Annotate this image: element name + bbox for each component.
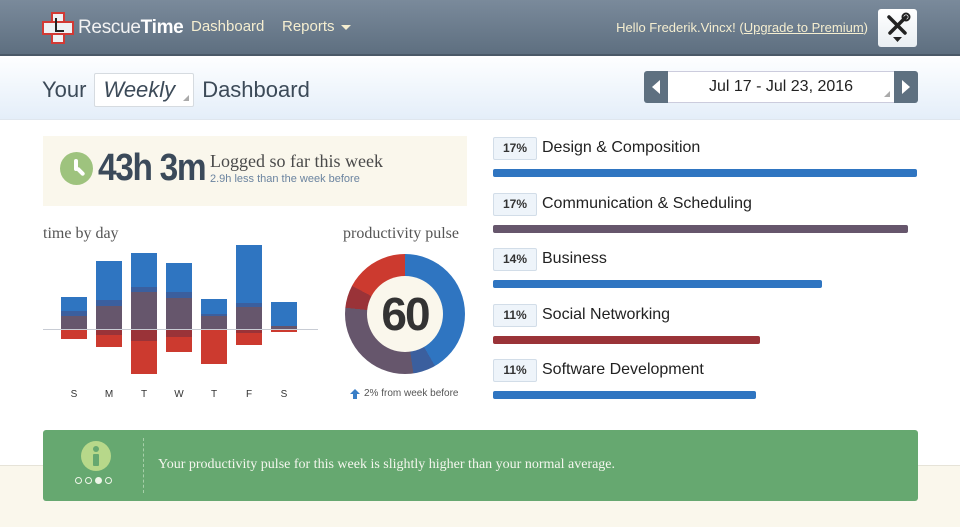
day-label: W: [174, 389, 184, 400]
arrow-up-icon: [350, 388, 360, 399]
day-label: T: [210, 389, 218, 400]
insight-banner: Your productivity pulse for this week is…: [43, 430, 918, 501]
insight-pager: [75, 477, 112, 484]
upgrade-premium-link[interactable]: Upgrade to Premium: [743, 20, 864, 35]
logged-label: Logged so far this week: [210, 151, 383, 171]
logged-time-card: 43h 3m Logged so far this week 2.9h less…: [43, 136, 467, 206]
wrench-screwdriver-icon: [887, 12, 911, 42]
date-range-select[interactable]: Jul 17 - Jul 23, 2016: [668, 71, 894, 103]
category-row[interactable]: 11% Social Networking: [493, 304, 923, 354]
category-row[interactable]: 14% Business: [493, 248, 923, 298]
productivity-pulse-donut[interactable]: 60: [345, 254, 465, 374]
category-name[interactable]: Design & Composition: [542, 139, 701, 156]
rescuetime-logo[interactable]: RescueTime: [42, 12, 184, 44]
next-week-button[interactable]: [894, 71, 918, 103]
day-label: M: [104, 389, 114, 400]
day-label: S: [70, 389, 78, 400]
logged-comparison: 2.9h less than the week before: [210, 173, 360, 185]
pager-dot-active[interactable]: [95, 477, 102, 484]
nav-reports[interactable]: Reports: [282, 18, 351, 35]
category-percent: 17%: [493, 137, 537, 160]
pager-dot[interactable]: [105, 477, 112, 484]
date-range-navigator: Jul 17 - Jul 23, 2016: [644, 71, 918, 103]
category-bar: [493, 280, 822, 288]
category-percent: 11%: [493, 304, 537, 327]
dashboard-subheader: Your Weekly Dashboard Jul 17 - Jul 23, 2…: [0, 58, 960, 120]
nav-dashboard[interactable]: Dashboard: [191, 18, 265, 35]
category-row[interactable]: 17% Design & Composition: [493, 137, 923, 187]
settings-tools-button[interactable]: [878, 9, 917, 47]
category-percent: 11%: [493, 359, 537, 382]
category-name[interactable]: Social Networking: [542, 306, 671, 323]
time-by-day-title: time by day: [43, 225, 119, 242]
day-label: S: [280, 389, 288, 400]
category-percent: 14%: [493, 248, 537, 271]
category-bar: [493, 225, 908, 233]
category-bar: [493, 169, 917, 177]
category-name[interactable]: Software Development: [542, 361, 704, 378]
period-select[interactable]: Weekly: [94, 73, 195, 107]
category-name[interactable]: Business: [542, 250, 607, 267]
category-row[interactable]: 17% Communication & Scheduling: [493, 193, 923, 243]
pulse-change: 2% from week before: [350, 388, 459, 399]
time-by-day-chart[interactable]: S M T W T F S: [43, 240, 318, 410]
divider: [143, 438, 144, 493]
chart-baseline: [43, 329, 318, 330]
user-greeting: Hello Frederik.Vincx! (Upgrade to Premiu…: [616, 20, 868, 35]
page-title: Your Weekly Dashboard: [42, 73, 310, 107]
previous-week-button[interactable]: [644, 71, 668, 103]
pager-dot[interactable]: [85, 477, 92, 484]
category-name[interactable]: Communication & Scheduling: [542, 195, 752, 212]
pager-dot[interactable]: [75, 477, 82, 484]
day-label: T: [140, 389, 148, 400]
arrow-right-icon: [902, 80, 910, 94]
logo-cross-clock-icon: [42, 12, 74, 44]
dropdown-corner-icon: [183, 95, 190, 101]
chevron-down-icon: [340, 24, 351, 30]
category-bar: [493, 336, 760, 344]
total-logged-time: 43h 3m: [98, 147, 207, 189]
dropdown-corner-icon: [884, 91, 890, 97]
clock-icon: [60, 152, 93, 185]
category-row[interactable]: 11% Software Development: [493, 359, 923, 409]
category-bar: [493, 391, 756, 399]
brand-name: RescueTime: [78, 17, 184, 38]
info-icon: [81, 441, 111, 471]
day-label: F: [245, 389, 253, 400]
category-percent: 17%: [493, 193, 537, 216]
top-navbar: RescueTime Dashboard Reports Hello Frede…: [0, 0, 960, 56]
insight-message: Your productivity pulse for this week is…: [158, 457, 615, 472]
productivity-pulse-title: productivity pulse: [343, 225, 459, 242]
pulse-score: 60: [367, 276, 443, 352]
arrow-left-icon: [652, 80, 660, 94]
